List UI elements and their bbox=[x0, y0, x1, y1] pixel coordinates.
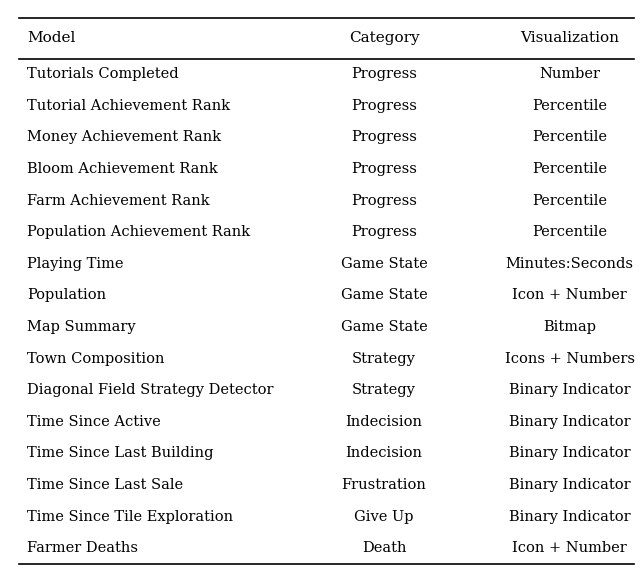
Text: Percentile: Percentile bbox=[532, 99, 607, 113]
Text: Number: Number bbox=[539, 67, 600, 81]
Text: Map Summary: Map Summary bbox=[27, 320, 136, 334]
Text: Farmer Deaths: Farmer Deaths bbox=[27, 541, 138, 555]
Text: Population Achievement Rank: Population Achievement Rank bbox=[27, 225, 250, 239]
Text: Binary Indicator: Binary Indicator bbox=[509, 415, 630, 429]
Text: Strategy: Strategy bbox=[352, 383, 416, 397]
Text: Frustration: Frustration bbox=[342, 478, 426, 492]
Text: Icon + Number: Icon + Number bbox=[512, 288, 627, 302]
Text: Farm Achievement Rank: Farm Achievement Rank bbox=[27, 194, 209, 208]
Text: Strategy: Strategy bbox=[352, 352, 416, 366]
Text: Game State: Game State bbox=[340, 288, 428, 302]
Text: Minutes:Seconds: Minutes:Seconds bbox=[506, 257, 634, 271]
Text: Binary Indicator: Binary Indicator bbox=[509, 510, 630, 524]
Text: Time Since Tile Exploration: Time Since Tile Exploration bbox=[27, 510, 233, 524]
Text: Icons + Numbers: Icons + Numbers bbox=[504, 352, 635, 366]
Text: Category: Category bbox=[349, 31, 419, 45]
Text: Model: Model bbox=[27, 31, 76, 45]
Text: Tutorial Achievement Rank: Tutorial Achievement Rank bbox=[27, 99, 230, 113]
Text: Bloom Achievement Rank: Bloom Achievement Rank bbox=[27, 162, 218, 176]
Text: Give Up: Give Up bbox=[355, 510, 413, 524]
Text: Time Since Last Building: Time Since Last Building bbox=[27, 446, 213, 460]
Text: Game State: Game State bbox=[340, 257, 428, 271]
Text: Playing Time: Playing Time bbox=[27, 257, 124, 271]
Text: Indecision: Indecision bbox=[346, 446, 422, 460]
Text: Icon + Number: Icon + Number bbox=[512, 541, 627, 555]
Text: Money Achievement Rank: Money Achievement Rank bbox=[27, 130, 221, 144]
Text: Town Composition: Town Composition bbox=[27, 352, 164, 366]
Text: Death: Death bbox=[362, 541, 406, 555]
Text: Visualization: Visualization bbox=[520, 31, 619, 45]
Text: Game State: Game State bbox=[340, 320, 428, 334]
Text: Percentile: Percentile bbox=[532, 162, 607, 176]
Text: Time Since Last Sale: Time Since Last Sale bbox=[27, 478, 183, 492]
Text: Progress: Progress bbox=[351, 67, 417, 81]
Text: Progress: Progress bbox=[351, 225, 417, 239]
Text: Progress: Progress bbox=[351, 99, 417, 113]
Text: Tutorials Completed: Tutorials Completed bbox=[27, 67, 179, 81]
Text: Percentile: Percentile bbox=[532, 225, 607, 239]
Text: Indecision: Indecision bbox=[346, 415, 422, 429]
Text: Binary Indicator: Binary Indicator bbox=[509, 446, 630, 460]
Text: Time Since Active: Time Since Active bbox=[27, 415, 161, 429]
Text: Bitmap: Bitmap bbox=[543, 320, 596, 334]
Text: Diagonal Field Strategy Detector: Diagonal Field Strategy Detector bbox=[27, 383, 273, 397]
Text: Population: Population bbox=[27, 288, 106, 302]
Text: Progress: Progress bbox=[351, 130, 417, 144]
Text: Binary Indicator: Binary Indicator bbox=[509, 383, 630, 397]
Text: Percentile: Percentile bbox=[532, 194, 607, 208]
Text: Percentile: Percentile bbox=[532, 130, 607, 144]
Text: Binary Indicator: Binary Indicator bbox=[509, 478, 630, 492]
Text: Progress: Progress bbox=[351, 162, 417, 176]
Text: Progress: Progress bbox=[351, 194, 417, 208]
